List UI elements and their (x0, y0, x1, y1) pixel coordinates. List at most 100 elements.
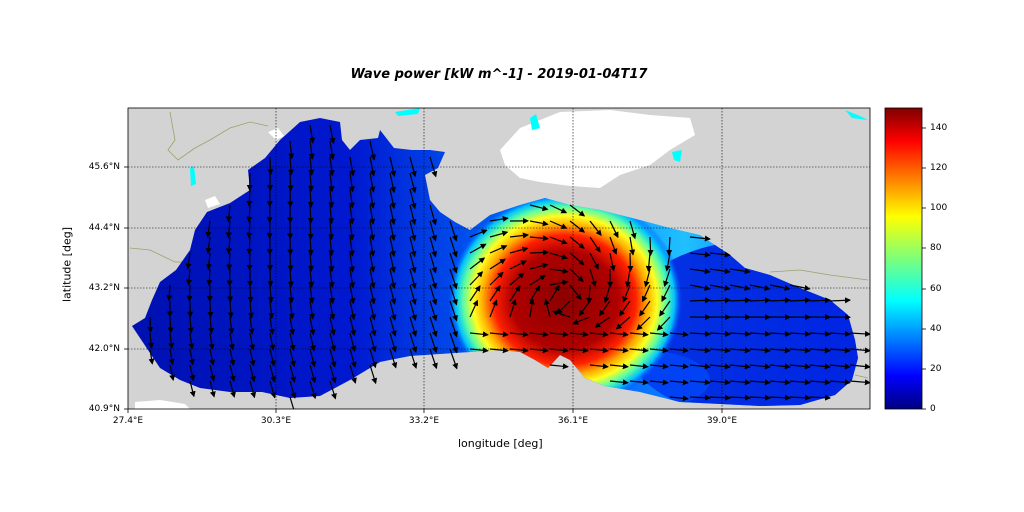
wave-arrow (429, 300, 438, 322)
wave-arrow (168, 348, 175, 366)
wave-arrow (288, 140, 295, 160)
wave-arrow (663, 268, 671, 288)
wave-arrow (369, 300, 377, 321)
wave-arrow (769, 379, 791, 386)
wave-arrow (509, 347, 529, 354)
wave-arrow (749, 363, 771, 370)
wave-arrow (328, 252, 335, 273)
wave-arrow (329, 140, 336, 161)
wave-arrow (549, 363, 569, 370)
wave-arrow (226, 236, 233, 255)
wave-arrow (489, 245, 508, 254)
wave-arrow (429, 236, 438, 258)
wave-arrow (789, 363, 811, 370)
wave-arrow (328, 220, 335, 241)
wave-arrow (207, 300, 214, 319)
wave-arrow (469, 347, 489, 354)
wave-arrow (669, 347, 689, 354)
wave-arrow (268, 316, 275, 335)
wave-arrow (189, 364, 196, 382)
wave-arrow (629, 363, 649, 370)
wave-arrow (489, 230, 509, 238)
wave-arrow (449, 252, 458, 274)
wave-arrow (328, 204, 335, 225)
wave-arrow (409, 300, 417, 322)
wave-arrow (449, 300, 458, 322)
wave-arrow (729, 379, 751, 386)
wave-arrow (609, 331, 629, 338)
x-tick-label: 33.2°E (408, 416, 440, 426)
wave-arrow (729, 347, 751, 354)
wave-arrow (489, 258, 506, 270)
wave-arrow (369, 172, 376, 193)
colorbar-tick-label: 140 (930, 123, 948, 133)
wave-arrow (167, 316, 174, 334)
wave-arrow (209, 364, 216, 382)
y-tick-label: 40.9°N (88, 404, 120, 414)
wave-arrow (669, 363, 689, 370)
wave-arrow (329, 380, 337, 400)
wave-arrow (659, 300, 671, 317)
wave-arrow (328, 236, 335, 257)
wave-arrow (226, 252, 233, 271)
wave-arrow (789, 379, 811, 386)
wave-arrow (409, 220, 417, 242)
wave-arrow (289, 380, 297, 399)
wave-arrow (409, 204, 417, 226)
wave-arrow (409, 172, 417, 194)
wave-arrow (509, 260, 527, 270)
wave-arrow (449, 332, 458, 354)
wave-arrow (636, 316, 651, 331)
wave-arrow (661, 284, 671, 302)
wave-arrow (308, 140, 315, 160)
y-tick-label: 42.0°N (88, 344, 120, 354)
wave-arrow (269, 348, 276, 367)
wave-arrow (469, 299, 479, 318)
wave-arrow (246, 220, 253, 239)
wave-arrow (229, 380, 236, 398)
wave-arrow (829, 363, 851, 370)
wave-arrow (469, 331, 489, 338)
wave-arrow (389, 300, 397, 321)
wave-arrow (549, 220, 568, 229)
y-tick-label: 45.6°N (88, 162, 120, 172)
wave-arrow (709, 379, 731, 386)
wave-arrow (205, 252, 212, 270)
wave-arrow (569, 236, 585, 249)
y-axis-label: latitude [deg] (60, 227, 74, 303)
wave-arrow (569, 220, 585, 233)
sea-of-azov (500, 110, 695, 188)
wave-arrow (369, 332, 377, 353)
wave-arrow (329, 316, 336, 336)
wave-arrow (529, 331, 549, 338)
wave-arrow (469, 229, 488, 238)
wave-arrow (609, 363, 629, 370)
wave-arrow (589, 268, 597, 288)
wave-arrow (429, 252, 438, 274)
wave-arrow (489, 271, 504, 286)
wave-arrow (666, 236, 673, 256)
wave-arrow (689, 363, 711, 370)
wave-arrow (603, 284, 611, 304)
wave-arrow (389, 236, 396, 258)
wave-arrow (449, 316, 458, 338)
wave-arrow (369, 284, 376, 305)
wave-arrow (228, 316, 235, 335)
wave-arrow (389, 220, 396, 242)
wave-arrow (549, 284, 560, 302)
wave-arrow (709, 297, 731, 304)
wave-arrow (348, 204, 355, 225)
wave-arrow (369, 316, 377, 337)
wave-arrow (689, 284, 711, 291)
wave-arrow (369, 204, 376, 225)
wave-arrow (309, 332, 316, 352)
wave-arrow (529, 347, 549, 354)
x-axis-label: longitude [deg] (458, 437, 543, 450)
wave-arrow (329, 364, 337, 384)
wave-arrow (543, 298, 551, 318)
wave-arrow (749, 379, 771, 386)
wave-arrow (641, 284, 651, 303)
wave-arrow (329, 332, 337, 352)
wave-arrow (369, 236, 376, 257)
wave-arrow (529, 220, 549, 227)
